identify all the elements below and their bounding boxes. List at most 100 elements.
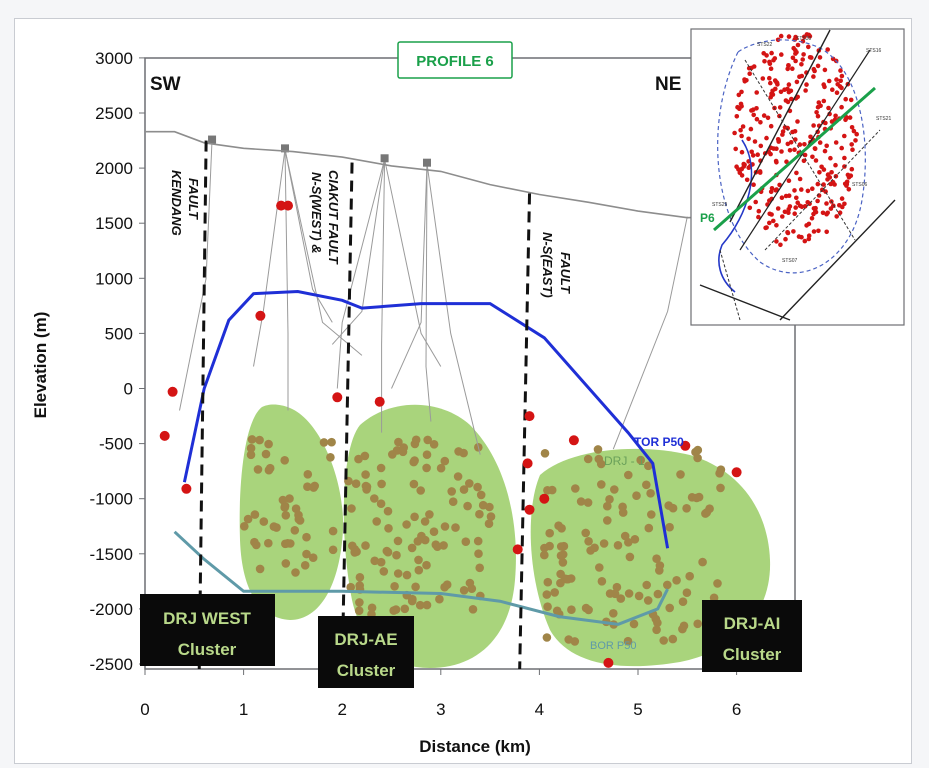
inset-event-dot	[753, 199, 758, 205]
inset-event-dot	[785, 66, 790, 72]
red-event-dot	[332, 392, 343, 403]
inset-event-dot	[793, 51, 798, 56]
event-dot	[407, 543, 417, 553]
tor-p50-line	[182, 289, 670, 549]
inset-event-dot	[756, 214, 761, 220]
svg-text:DRJ WEST: DRJ WEST	[163, 609, 251, 628]
event-dot	[651, 614, 661, 624]
inset-event-dot	[799, 187, 804, 192]
event-dot	[563, 574, 573, 584]
event-dot	[416, 486, 426, 495]
inset-event-dot	[806, 32, 812, 38]
inset-event-dot	[795, 42, 801, 48]
wellhead-icon	[422, 158, 431, 167]
inset-event-dot	[780, 214, 785, 219]
inset-event-dot	[829, 119, 835, 124]
inset-event-dot	[786, 34, 792, 39]
event-dot	[655, 561, 665, 570]
inset-event-dot	[848, 97, 854, 103]
inset-event-dot	[830, 56, 836, 62]
event-dot	[308, 553, 318, 562]
drj-ae-cluster-region	[343, 404, 516, 668]
cluster-label-drj-west: DRJ WEST Cluster	[140, 594, 275, 666]
inset-event-dot	[752, 139, 758, 144]
inset-event-dot	[801, 158, 807, 164]
event-dot	[571, 484, 580, 493]
event-dot	[361, 470, 370, 479]
event-dot	[643, 596, 653, 605]
inset-event-dot	[811, 74, 816, 79]
inset-event-dot	[785, 230, 790, 235]
inset-event-dot	[769, 212, 774, 217]
event-dot	[362, 485, 371, 494]
well-path	[336, 159, 386, 389]
event-dot	[328, 526, 338, 536]
inset-event-dot	[833, 162, 838, 168]
inset-event-dot	[764, 135, 769, 141]
y-tick-label: 500	[105, 324, 133, 343]
event-dot	[679, 621, 689, 631]
inset-event-dot	[734, 164, 739, 169]
event-dot	[372, 517, 382, 526]
inset-event-dot	[811, 123, 816, 128]
event-dot	[665, 603, 674, 613]
event-dot	[269, 522, 279, 531]
red-event-dot	[731, 467, 742, 478]
event-dot	[360, 451, 370, 461]
inset-event-dot	[822, 148, 828, 154]
inset-event-dot	[833, 113, 838, 119]
inset-event-dot	[824, 229, 829, 235]
event-dot	[540, 550, 549, 560]
profile-title: PROFILE 6	[416, 53, 494, 70]
event-dot	[609, 609, 618, 618]
event-dot	[616, 594, 626, 603]
well-path	[612, 216, 688, 450]
event-dot	[709, 593, 719, 603]
event-dot	[558, 558, 568, 567]
event-dot	[642, 480, 651, 490]
y-tick-label: 1000	[95, 269, 133, 288]
event-dot	[552, 606, 562, 616]
event-dot	[644, 461, 653, 471]
x-tick-label: 3	[436, 700, 445, 719]
event-dot	[280, 456, 290, 465]
inset-event-dot	[757, 170, 763, 175]
inset-event-dot	[805, 188, 811, 194]
event-dot	[652, 625, 661, 635]
event-dot	[410, 512, 419, 522]
event-dot	[328, 545, 338, 555]
event-dot	[659, 636, 668, 645]
inset-event-dot	[795, 200, 800, 205]
inset-event-dot	[807, 55, 813, 60]
event-dot	[281, 511, 291, 520]
event-dot	[612, 582, 622, 592]
well-path	[253, 149, 286, 367]
event-dot	[463, 501, 472, 511]
event-dot	[398, 447, 408, 457]
event-dot	[542, 590, 552, 599]
event-dot	[411, 582, 420, 592]
inset-event-dot	[839, 145, 844, 151]
red-event-dot	[512, 544, 523, 555]
event-dot	[485, 502, 494, 512]
inset-event-dot	[754, 90, 759, 95]
event-dot	[713, 579, 722, 588]
inset-event-dot	[849, 125, 855, 130]
hypocenter-events	[240, 435, 730, 646]
x-tick-label: 6	[732, 700, 741, 719]
tor-p50-label: TOR P50	[634, 435, 684, 449]
inset-event-dot	[802, 142, 807, 147]
inset-event-dot	[735, 104, 740, 110]
event-dot	[388, 450, 397, 459]
inset-event-dot	[767, 75, 772, 81]
well-path	[284, 149, 333, 323]
event-dot	[442, 580, 452, 589]
inset-event-dot	[746, 136, 751, 142]
fault-dashed-line	[197, 140, 208, 670]
inset-event-dot	[812, 146, 818, 151]
y-tick-label: 0	[124, 380, 133, 399]
fault-dashed-line	[518, 193, 532, 670]
well-path	[381, 159, 386, 433]
fault-label-nswest-2: CIAKUT FAULT	[326, 170, 341, 265]
event-dot	[685, 571, 694, 581]
